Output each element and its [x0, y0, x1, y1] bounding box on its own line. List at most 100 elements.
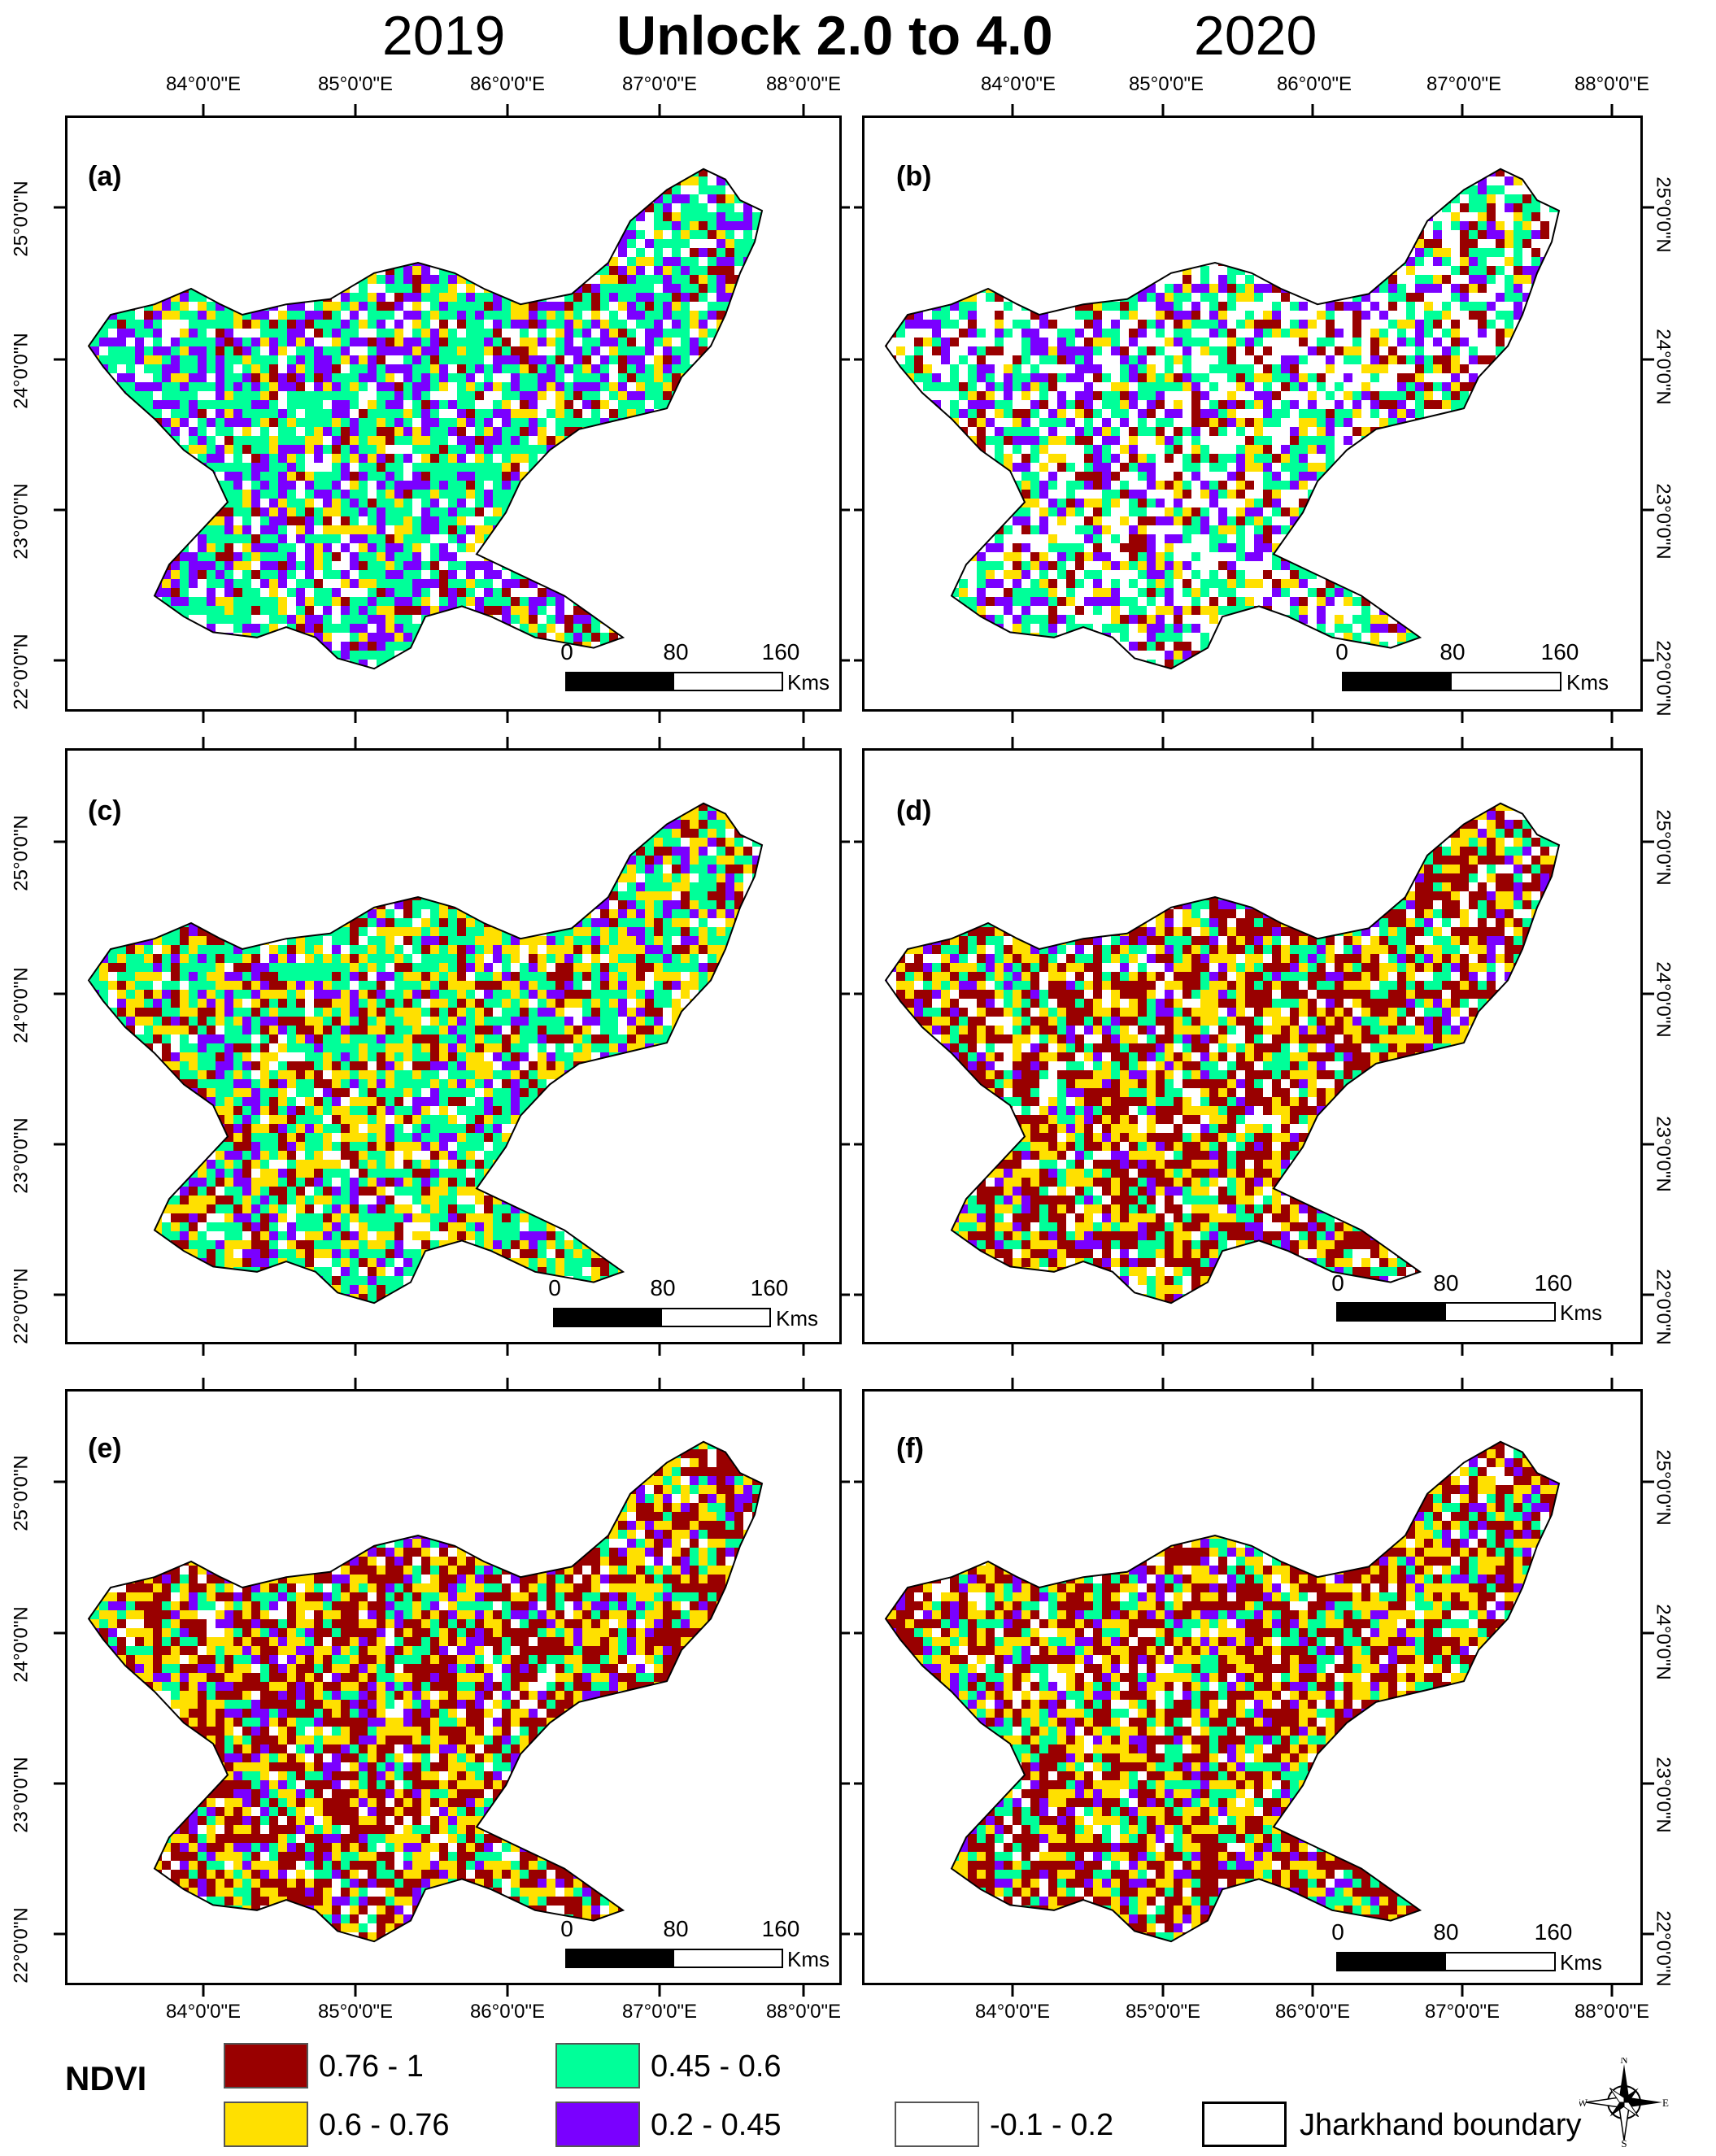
- ndvi-pixel: [144, 338, 153, 346]
- ndvi-pixel: [296, 364, 305, 373]
- ndvi-pixel: [573, 391, 582, 400]
- ndvi-pixel: [708, 302, 716, 311]
- ndvi-pixel: [645, 329, 654, 338]
- ndvi-pixel: [233, 239, 242, 248]
- ndvi-pixel: [403, 194, 412, 203]
- ndvi-pixel: [207, 633, 216, 642]
- ndvi-pixel: [233, 194, 242, 203]
- ndvi-pixel: [350, 427, 359, 436]
- ndvi-pixel: [421, 284, 430, 293]
- ndvi-pixel: [394, 445, 403, 454]
- ndvi-pixel: [573, 606, 582, 615]
- ndvi-pixel: [752, 409, 761, 418]
- ndvi-pixel: [466, 534, 475, 543]
- ndvi-pixel: [627, 400, 636, 409]
- ndvi-pixel: [323, 239, 332, 248]
- ndvi-pixel: [350, 677, 359, 686]
- ndvi-pixel: [779, 445, 788, 454]
- ndvi-pixel: [341, 570, 350, 579]
- ndvi-pixel: [117, 275, 126, 284]
- ndvi-pixel: [233, 159, 242, 168]
- ndvi-pixel: [555, 230, 564, 239]
- ndvi-pixel: [609, 427, 618, 436]
- ndvi-pixel: [564, 409, 573, 418]
- ndvi-pixel: [708, 525, 716, 534]
- ndvi-pixel: [475, 615, 484, 624]
- ndvi-pixel: [995, 159, 1004, 168]
- ndvi-pixel: [493, 543, 502, 552]
- ndvi-pixel: [233, 257, 242, 266]
- ndvi-pixel: [699, 320, 708, 329]
- ndvi-pixel: [1308, 168, 1317, 176]
- ndvi-pixel: [708, 499, 716, 507]
- ndvi-pixel: [412, 176, 421, 185]
- ndvi-pixel: [332, 329, 341, 338]
- ndvi-pixel: [359, 409, 368, 418]
- ndvi-pixel: [323, 445, 332, 454]
- ndvi-pixel: [555, 221, 564, 230]
- ndvi-pixel: [412, 463, 421, 472]
- ndvi-pixel: [690, 507, 699, 516]
- ndvi-pixel: [752, 660, 761, 669]
- ndvi-pixel: [493, 597, 502, 606]
- ndvi-pixel: [716, 633, 725, 642]
- ndvi-pixel: [752, 624, 761, 633]
- ndvi-pixel: [752, 212, 761, 221]
- ndvi-pixel: [323, 266, 332, 275]
- ndvi-pixel: [412, 302, 421, 311]
- ndvi-pixel: [582, 445, 591, 454]
- ndvi-pixel: [314, 159, 323, 168]
- ndvi-pixel: [359, 597, 368, 606]
- ndvi-pixel: [296, 490, 305, 499]
- ndvi-pixel: [377, 534, 385, 543]
- ndvi-pixel: [699, 472, 708, 481]
- ndvi-pixel: [296, 427, 305, 436]
- ndvi-pixel: [377, 293, 385, 302]
- ndvi-pixel: [117, 660, 126, 669]
- ndvi-pixel: [618, 338, 627, 346]
- ndvi-pixel: [171, 669, 180, 677]
- ndvi-pixel: [779, 203, 788, 212]
- ndvi-pixel: [600, 168, 609, 176]
- ndvi-pixel: [198, 445, 207, 454]
- ndvi-pixel: [180, 606, 189, 615]
- ndvi-pixel: [681, 284, 690, 293]
- ndvi-pixel: [287, 499, 296, 507]
- ndvi-pixel: [493, 624, 502, 633]
- ndvi-pixel: [734, 543, 743, 552]
- ndvi-pixel: [618, 382, 627, 391]
- ndvi-pixel: [269, 642, 278, 651]
- ndvi-pixel: [672, 168, 681, 176]
- ndvi-pixel: [108, 230, 117, 239]
- ndvi-pixel: [591, 275, 600, 284]
- ndvi-pixel: [412, 239, 421, 248]
- ndvi-pixel: [89, 606, 90, 615]
- ndvi-pixel: [529, 176, 538, 185]
- ndvi-pixel: [117, 454, 126, 463]
- ndvi-pixel: [716, 525, 725, 534]
- ndvi-pixel: [153, 400, 162, 409]
- ndvi-pixel: [564, 194, 573, 203]
- ndvi-pixel: [645, 284, 654, 293]
- ndvi-pixel: [430, 570, 439, 579]
- ndvi-pixel: [368, 588, 377, 597]
- ndvi-pixel: [457, 275, 466, 284]
- ndvi-pixel: [529, 409, 538, 418]
- ndvi-pixel: [1182, 159, 1191, 168]
- ndvi-pixel: [582, 168, 591, 176]
- ndvi-pixel: [430, 212, 439, 221]
- ndvi-pixel: [162, 534, 171, 543]
- ndvi-pixel: [180, 320, 189, 329]
- ndvi-pixel: [457, 293, 466, 302]
- ndvi-pixel: [385, 400, 394, 409]
- ndvi-pixel: [699, 346, 708, 355]
- ndvi-pixel: [233, 168, 242, 176]
- ndvi-pixel: [448, 507, 457, 516]
- ndvi-pixel: [189, 472, 198, 481]
- ndvi-pixel: [547, 257, 555, 266]
- ndvi-pixel: [198, 597, 207, 606]
- ndvi-pixel: [1004, 159, 1013, 168]
- ndvi-pixel: [332, 516, 341, 525]
- ndvi-pixel: [108, 364, 117, 373]
- ndvi-pixel: [725, 445, 734, 454]
